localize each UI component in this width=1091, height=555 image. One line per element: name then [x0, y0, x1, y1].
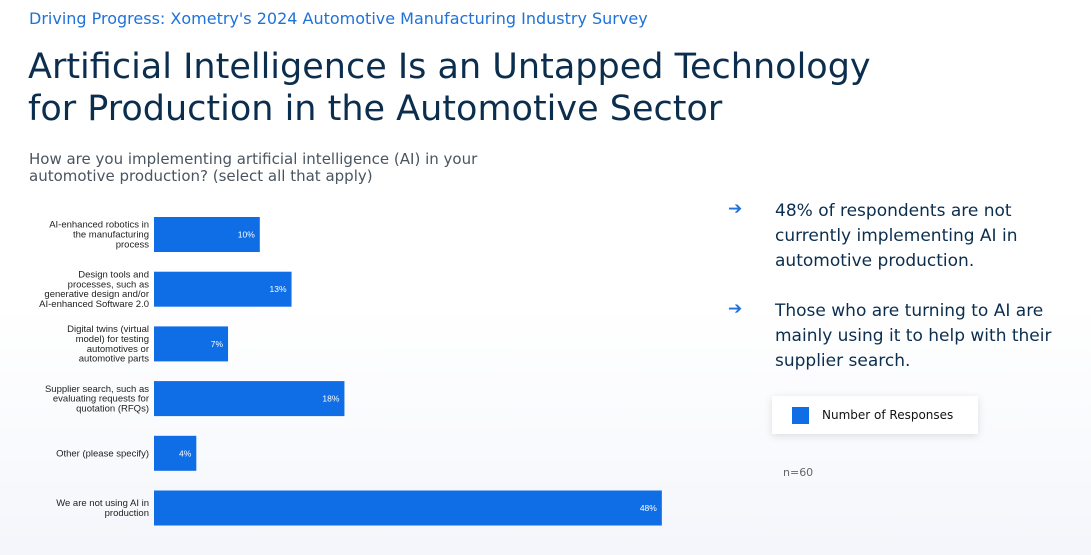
bar-chart: 10% AI-enhanced robotics in the manufactur…: [39, 217, 662, 526]
bar-value-label-2: 7%: [211, 339, 224, 349]
bar-value-label-5: 48%: [640, 503, 657, 513]
key-findings: ➔ 48% of respondents are not currently i…: [728, 199, 1058, 399]
bar-value-label-3: 18%: [322, 394, 339, 404]
category-label-0: AI-enhanced robotics in the manufacturing…: [49, 220, 149, 251]
bar-value-label-0: 10%: [238, 230, 255, 240]
legend-swatch: [792, 406, 809, 424]
bar-2: [154, 326, 229, 362]
legend-label: Number of Responses: [822, 408, 954, 422]
finding-text: 48% of respondents are not currently imp…: [775, 201, 1018, 271]
category-label-1: Design tools and processes, such as genera…: [39, 270, 149, 310]
category-label-3: Supplier search, such as evaluating reque…: [45, 384, 149, 415]
category-label-4: Other (please specify): [56, 448, 149, 459]
arrow-right-icon: ➔: [728, 299, 743, 319]
bar-value-label-1: 13%: [270, 284, 287, 294]
bar-4: [154, 435, 197, 471]
arrow-right-icon: ➔: [728, 199, 743, 219]
category-label-2: Digital twins (virtual model) for testing…: [67, 324, 149, 364]
bar-value-label-4: 4%: [179, 448, 192, 458]
finding-item: ➔ 48% of respondents are not currently i…: [728, 199, 1058, 274]
sample-size: n=60: [783, 466, 814, 479]
finding-item: ➔ Those who are turning to AI are mainly…: [728, 299, 1058, 374]
bar-5: [154, 490, 662, 526]
bar-0: [154, 217, 260, 252]
bar-3: [154, 381, 345, 417]
page-title: Artificial Intelligence Is an Untapped T…: [28, 47, 871, 129]
category-label-5: We are not using AI in production: [56, 498, 149, 519]
chart-legend: Number of Responses: [772, 396, 978, 434]
survey-eyebrow: Driving Progress: Xometry's 2024 Automot…: [29, 9, 648, 28]
finding-text: Those who are turning to AI are mainly u…: [775, 301, 1052, 371]
survey-question: How are you implementing artificial inte…: [29, 150, 478, 185]
bar-1: [154, 271, 292, 307]
